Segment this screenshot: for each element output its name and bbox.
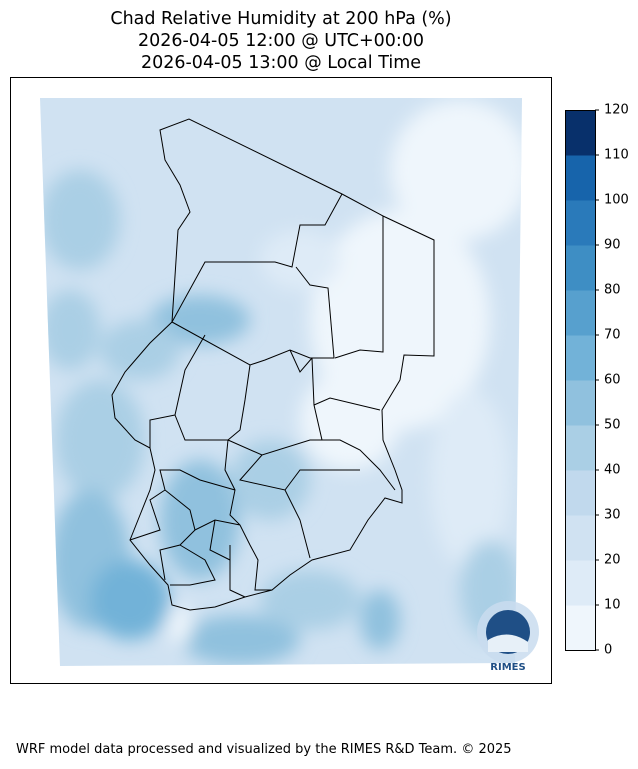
colorbar-tick-label: 20 — [604, 552, 621, 568]
colorbar-bin — [565, 245, 595, 291]
colorbar-tick-label: 0 — [604, 642, 613, 658]
humidity-field — [40, 98, 522, 666]
colorbar-bin — [565, 515, 595, 561]
colorbar-tick-label: 120 — [604, 102, 629, 118]
title-line-2: 2026-04-05 12:00 @ UTC+00:00 — [137, 31, 425, 51]
colorbar-tick-label: 40 — [604, 462, 621, 478]
colorbar-tick-label: 90 — [604, 237, 621, 253]
title-line-1: Chad Relative Humidity at 200 hPa (%) — [110, 9, 452, 29]
colorbar-tick-label: 60 — [604, 372, 621, 388]
colorbar-tick-label: 110 — [604, 147, 629, 163]
rimes-logo: RIMES — [477, 601, 539, 673]
colorbar-bin — [565, 200, 595, 246]
colorbar-bin — [565, 560, 595, 606]
colorbar-tick-label: 50 — [604, 417, 621, 433]
colorbar-bin — [565, 605, 595, 651]
colorbar-bin — [565, 470, 595, 516]
colorbar-tick-label: 100 — [604, 192, 629, 208]
chad-borders — [111, 118, 435, 611]
chad-outline — [111, 118, 435, 611]
logo-text: RIMES — [490, 662, 525, 673]
colorbar-bin — [565, 425, 595, 471]
colorbar-bin — [565, 335, 595, 381]
colorbar-tick-label: 10 — [604, 597, 621, 613]
colorbar-bin — [565, 155, 595, 201]
colorbar — [565, 109, 599, 651]
footer-credit: WRF model data processed and visualized … — [16, 742, 512, 757]
colorbar-tick-label: 30 — [604, 507, 621, 523]
region-borders — [129, 193, 396, 598]
colorbar-tick-label: 70 — [604, 327, 621, 343]
colorbar-bin — [565, 110, 595, 156]
colorbar-bin — [565, 290, 595, 336]
colorbar-tick-label: 80 — [604, 282, 621, 298]
colorbar-bin — [565, 380, 595, 426]
title-line-3: 2026-04-05 13:00 @ Local Time — [140, 53, 422, 73]
